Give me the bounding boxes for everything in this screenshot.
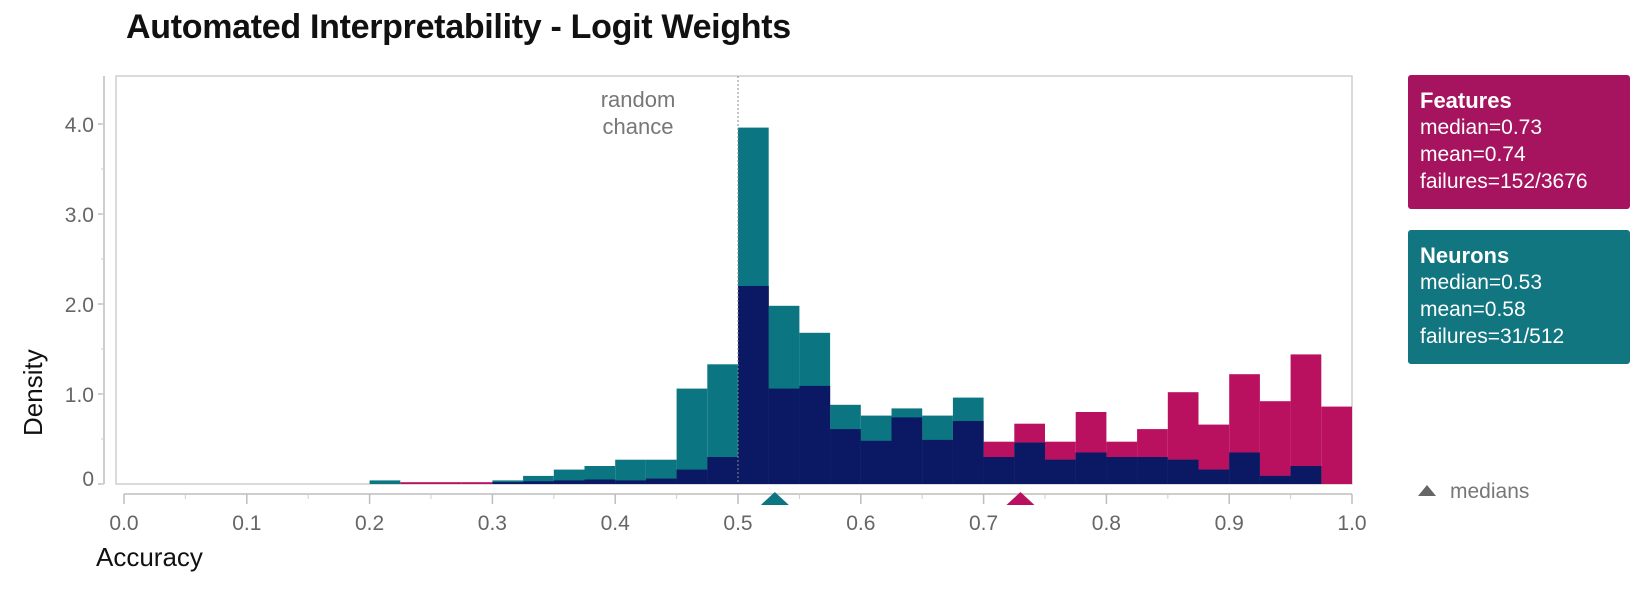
features-bar-0 [400, 482, 431, 484]
features-bar-2 [461, 482, 493, 484]
overlap-bar-16 [952, 421, 984, 484]
features-bar-28 [1259, 401, 1291, 484]
overlap-bar-14 [891, 417, 923, 484]
overlap-bar-4 [584, 479, 616, 484]
x-axis-label: Accuracy [96, 542, 203, 572]
overlap-bar-18 [1014, 442, 1045, 484]
legend-neurons-failures: failures=31/512 [1420, 325, 1565, 348]
legend-neurons-median: median=0.53 [1420, 271, 1543, 294]
legend-features-title: Features [1420, 88, 1512, 113]
x-tick-label: 0.1 [232, 512, 261, 535]
overlap-bar-10 [768, 388, 800, 484]
medians-legend: medians [1418, 480, 1529, 504]
medians-label: medians [1450, 480, 1530, 503]
legend-features-mean: mean=0.74 [1420, 143, 1526, 166]
legend-neurons: Neurons median=0.53 mean=0.58 failures=3… [1408, 230, 1630, 364]
overlap-bar-8 [707, 457, 738, 484]
features-bar-30 [1321, 406, 1352, 484]
x-tick-label: 0.0 [109, 512, 138, 535]
y-tick-label: 2.0 [65, 294, 94, 317]
x-tick-label: 0.6 [846, 512, 875, 535]
overlap-bar-25 [1229, 452, 1260, 484]
y-axis-label: Density [18, 349, 48, 436]
features-bar-29 [1290, 354, 1322, 484]
median-markers [760, 492, 1035, 505]
y-tick-label: 0 [82, 468, 94, 491]
neurons-bar-0 [369, 480, 401, 484]
y-tick-label: 1.0 [65, 384, 94, 407]
overlap-bar-21 [1106, 457, 1138, 484]
features-bar-1 [431, 482, 462, 484]
overlap-bar-7 [676, 469, 708, 484]
overlap-bar-26 [1259, 475, 1291, 484]
overlap-bar-22 [1137, 457, 1168, 484]
overlap-bar-27 [1290, 466, 1322, 484]
neurons-bar-2 [523, 475, 554, 484]
x-tick-label: 0.9 [1215, 512, 1244, 535]
overlap-bar-13 [860, 440, 892, 484]
y-tick-label: 4.0 [65, 114, 94, 137]
overlap-bar-3 [553, 480, 585, 484]
overlap-bar-12 [830, 429, 861, 484]
x-tick-label: 0.2 [355, 512, 384, 535]
overlap-bar-23 [1167, 459, 1199, 484]
y-tick-label: 3.0 [65, 204, 94, 227]
chart-title: Automated Interpretability - Logit Weigh… [126, 8, 791, 46]
overlap-bar-2 [523, 481, 554, 484]
legend-neurons-mean: mean=0.58 [1420, 298, 1526, 321]
x-tick-label: 0.7 [969, 512, 998, 535]
neurons-bar-7 [676, 388, 708, 484]
legend-neurons-title: Neurons [1420, 243, 1510, 268]
neurons-bar-5 [615, 459, 646, 484]
features-median-marker [1006, 492, 1035, 505]
overlap-bar-19 [1045, 459, 1076, 484]
overlap-bars [492, 286, 1322, 484]
overlap-bar-24 [1198, 469, 1230, 484]
legend-features-median: median=0.73 [1420, 116, 1543, 139]
overlap-bar-20 [1075, 452, 1107, 484]
random-chance-label-1: random [601, 87, 676, 112]
axis-ticks: 0.0 0.1 0.2 0.3 0.4 0.5 0.6 0.7 0.8 0.9 1.0 0 1.0 2.0… [65, 114, 1367, 535]
x-tick-label: 0.4 [601, 512, 631, 535]
random-chance-label-2: chance [603, 114, 674, 139]
x-tick-label: 1.0 [1337, 512, 1366, 535]
legend-features: Features median=0.73 mean=0.74 failures=… [1408, 75, 1630, 209]
neurons-median-marker [760, 492, 789, 505]
overlap-bar-15 [922, 439, 953, 484]
x-tick-label: 0.3 [478, 512, 507, 535]
x-tick-label: 0.5 [723, 512, 752, 535]
legend-features-failures: failures=152/3676 [1420, 170, 1588, 193]
overlap-bar-1 [492, 482, 524, 484]
x-tick-label: 0.8 [1092, 512, 1121, 535]
overlap-bar-11 [799, 385, 831, 484]
overlap-bar-5 [615, 480, 646, 484]
median-triangle-icon [1418, 484, 1436, 496]
overlap-bar-6 [645, 478, 677, 484]
overlap-bar-9 [738, 286, 769, 484]
overlap-bar-17 [983, 457, 1015, 484]
